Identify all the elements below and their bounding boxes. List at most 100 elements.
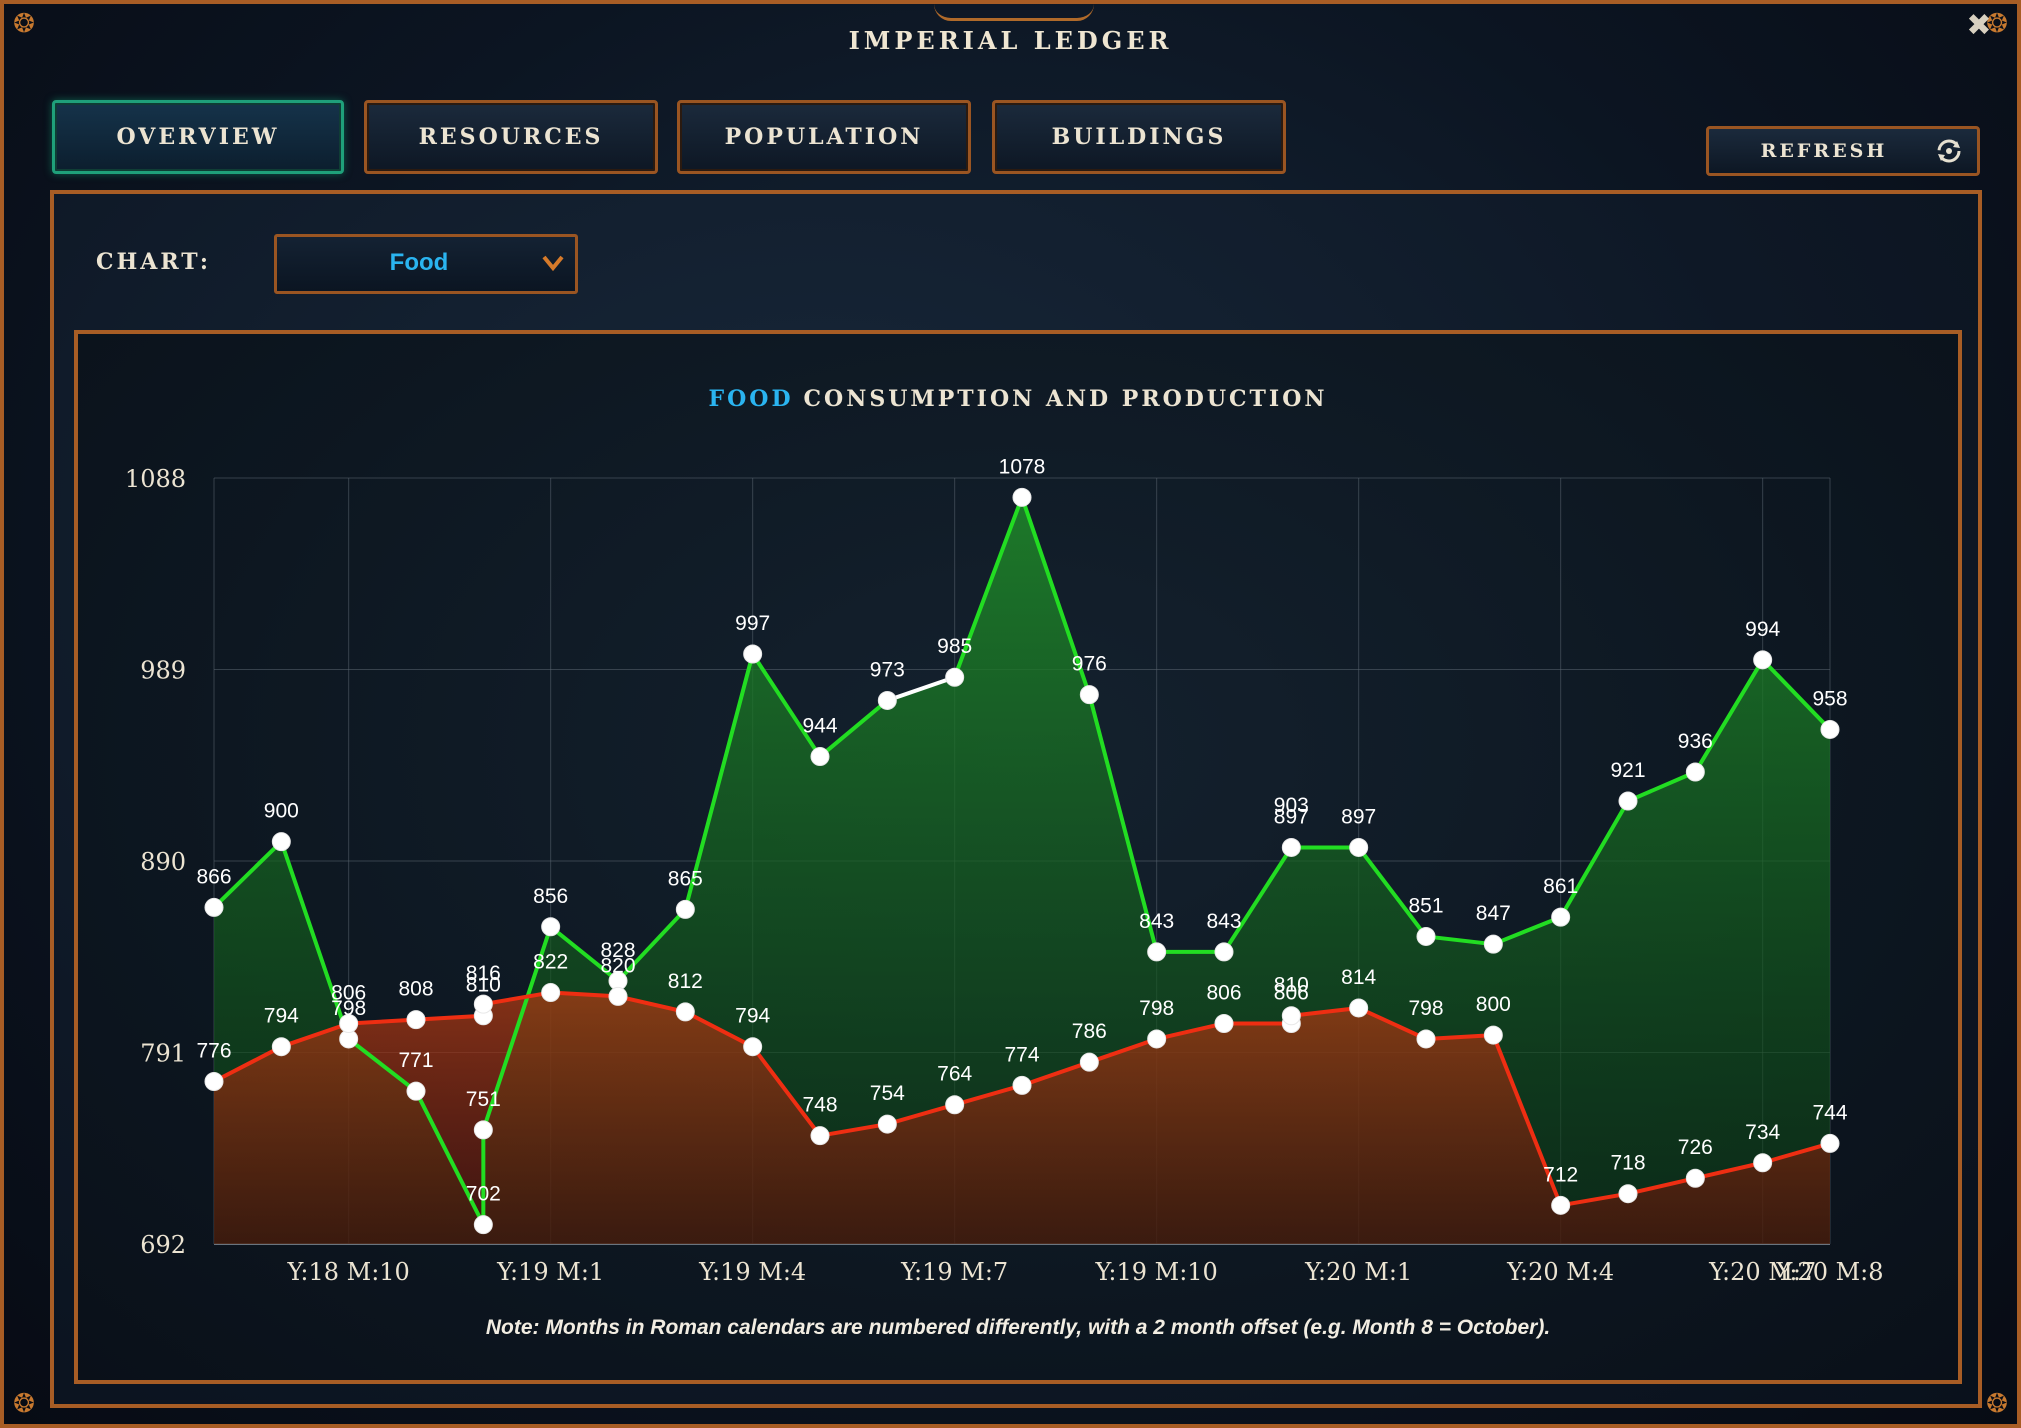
production-line-segment — [683, 652, 755, 912]
production-point[interactable] — [1820, 719, 1840, 739]
production-point[interactable] — [204, 897, 224, 917]
production-point[interactable] — [945, 667, 965, 687]
production-point[interactable] — [1079, 685, 1099, 705]
production-point[interactable] — [1483, 934, 1503, 954]
consumption-point[interactable] — [945, 1095, 965, 1115]
consumption-point[interactable] — [1079, 1052, 1099, 1072]
consumption-line-segment — [1626, 1176, 1698, 1196]
production-line-segment — [885, 675, 957, 703]
tab-overview[interactable]: Overview — [52, 100, 344, 174]
consumption-line-segment — [1020, 1060, 1092, 1088]
consumption-point[interactable] — [1618, 1184, 1638, 1204]
production-line-segment — [346, 1036, 418, 1094]
refresh-button[interactable]: Refresh — [1706, 126, 1980, 176]
production-value-label: 702 — [466, 1183, 501, 1206]
production-line-segment — [616, 907, 688, 983]
production-point[interactable] — [473, 1215, 493, 1235]
consumption-value-label: 744 — [1812, 1101, 1847, 1124]
consumption-value-label: 800 — [1476, 993, 1511, 1016]
consumption-line-segment — [616, 994, 688, 1014]
production-line-segment — [548, 924, 620, 983]
production-point[interactable] — [1685, 762, 1705, 782]
consumption-value-label: 806 — [1274, 981, 1309, 1004]
consumption-value-label: 798 — [1139, 997, 1174, 1020]
production-point[interactable] — [1281, 837, 1301, 857]
consumption-point[interactable] — [1551, 1195, 1571, 1215]
chart-dropdown[interactable]: Food — [274, 234, 578, 294]
corner-ornament-icon: ❂ — [1986, 9, 2008, 39]
consumption-point[interactable] — [1416, 1029, 1436, 1049]
production-point[interactable] — [1416, 926, 1436, 946]
consumption-point[interactable] — [1483, 1025, 1503, 1045]
consumption-point[interactable] — [204, 1072, 224, 1092]
production-point[interactable] — [1618, 791, 1638, 811]
consumption-point[interactable] — [406, 1010, 426, 1030]
consumption-line-segment — [481, 990, 553, 1007]
production-point[interactable] — [271, 832, 291, 852]
tab-buildings[interactable]: Buildings — [992, 100, 1286, 174]
production-value-label: 798 — [331, 997, 366, 1020]
tab-population[interactable]: Population — [677, 100, 971, 174]
consumption-point[interactable] — [473, 994, 493, 1014]
chart-note: Note: Months in Roman calendars are numb… — [486, 1316, 1550, 1339]
consumption-point[interactable] — [810, 1126, 830, 1146]
consumption-value-label: 764 — [937, 1063, 972, 1086]
tab-resources[interactable]: Resources — [364, 100, 658, 174]
production-value-label: 843 — [1139, 910, 1174, 933]
production-value-label: 828 — [600, 939, 635, 962]
production-point[interactable] — [877, 690, 897, 710]
consumption-point[interactable] — [1214, 1013, 1234, 1033]
production-point[interactable] — [541, 917, 561, 937]
consumption-point[interactable] — [1012, 1075, 1032, 1095]
consumption-point[interactable] — [1147, 1029, 1167, 1049]
production-point[interactable] — [1753, 650, 1773, 670]
production-line-segment — [1087, 692, 1159, 954]
production-line-segment — [952, 495, 1024, 680]
consumption-point[interactable] — [1349, 998, 1369, 1018]
consumption-line-segment — [885, 1102, 957, 1127]
x-tick-label: Y:18 M:10 — [286, 1258, 409, 1286]
title-ornament — [934, 4, 1094, 21]
consumption-point[interactable] — [877, 1114, 897, 1134]
consumption-point[interactable] — [675, 1002, 695, 1022]
consumption-point[interactable] — [339, 1013, 359, 1033]
consumption-point[interactable] — [1685, 1168, 1705, 1188]
consumption-point[interactable] — [271, 1037, 291, 1057]
production-value-label: 897 — [1341, 805, 1376, 828]
consumption-value-label: 748 — [802, 1094, 837, 1117]
y-tick-label: 1088 — [125, 465, 186, 493]
consumption-point[interactable] — [1753, 1153, 1773, 1173]
production-line-segment — [1222, 845, 1294, 954]
x-tick-label: Y:20 M:4 — [1506, 1258, 1614, 1286]
production-point[interactable] — [675, 899, 695, 919]
consumption-value-label: 794 — [735, 1005, 770, 1028]
consumption-value-label: 822 — [533, 951, 568, 974]
production-point[interactable] — [1012, 487, 1032, 507]
x-tick-label: Y:20 M:7 — [1708, 1258, 1816, 1286]
production-point[interactable] — [743, 644, 763, 664]
x-tick-label: Y:19 M:7 — [900, 1258, 1008, 1286]
x-tick-label: Y:19 M:4 — [698, 1258, 806, 1286]
window-title: Imperial Ledger — [848, 26, 1173, 55]
production-value-label: 985 — [937, 635, 972, 658]
production-point[interactable] — [1214, 942, 1234, 962]
consumption-point[interactable] — [541, 983, 561, 1003]
consumption-point[interactable] — [743, 1037, 763, 1057]
production-point[interactable] — [473, 1120, 493, 1140]
production-point[interactable] — [1147, 942, 1167, 962]
refresh-icon — [1937, 139, 1961, 163]
production-point[interactable] — [406, 1081, 426, 1101]
production-point[interactable] — [1551, 907, 1571, 927]
consumption-point[interactable] — [608, 986, 628, 1006]
consumption-line-segment — [1491, 1033, 1563, 1208]
close-icon[interactable]: ✖ — [1966, 8, 1992, 43]
consumption-point[interactable] — [1281, 1006, 1301, 1026]
consumption-value-label: 734 — [1745, 1121, 1780, 1144]
production-value-label: 973 — [870, 658, 905, 681]
production-point[interactable] — [810, 747, 830, 767]
consumption-value-label: 812 — [668, 970, 703, 993]
consumption-point[interactable] — [1820, 1133, 1840, 1153]
production-point[interactable] — [1349, 837, 1369, 857]
consumption-value-label: 718 — [1610, 1152, 1645, 1175]
production-value-label: 921 — [1610, 759, 1645, 782]
